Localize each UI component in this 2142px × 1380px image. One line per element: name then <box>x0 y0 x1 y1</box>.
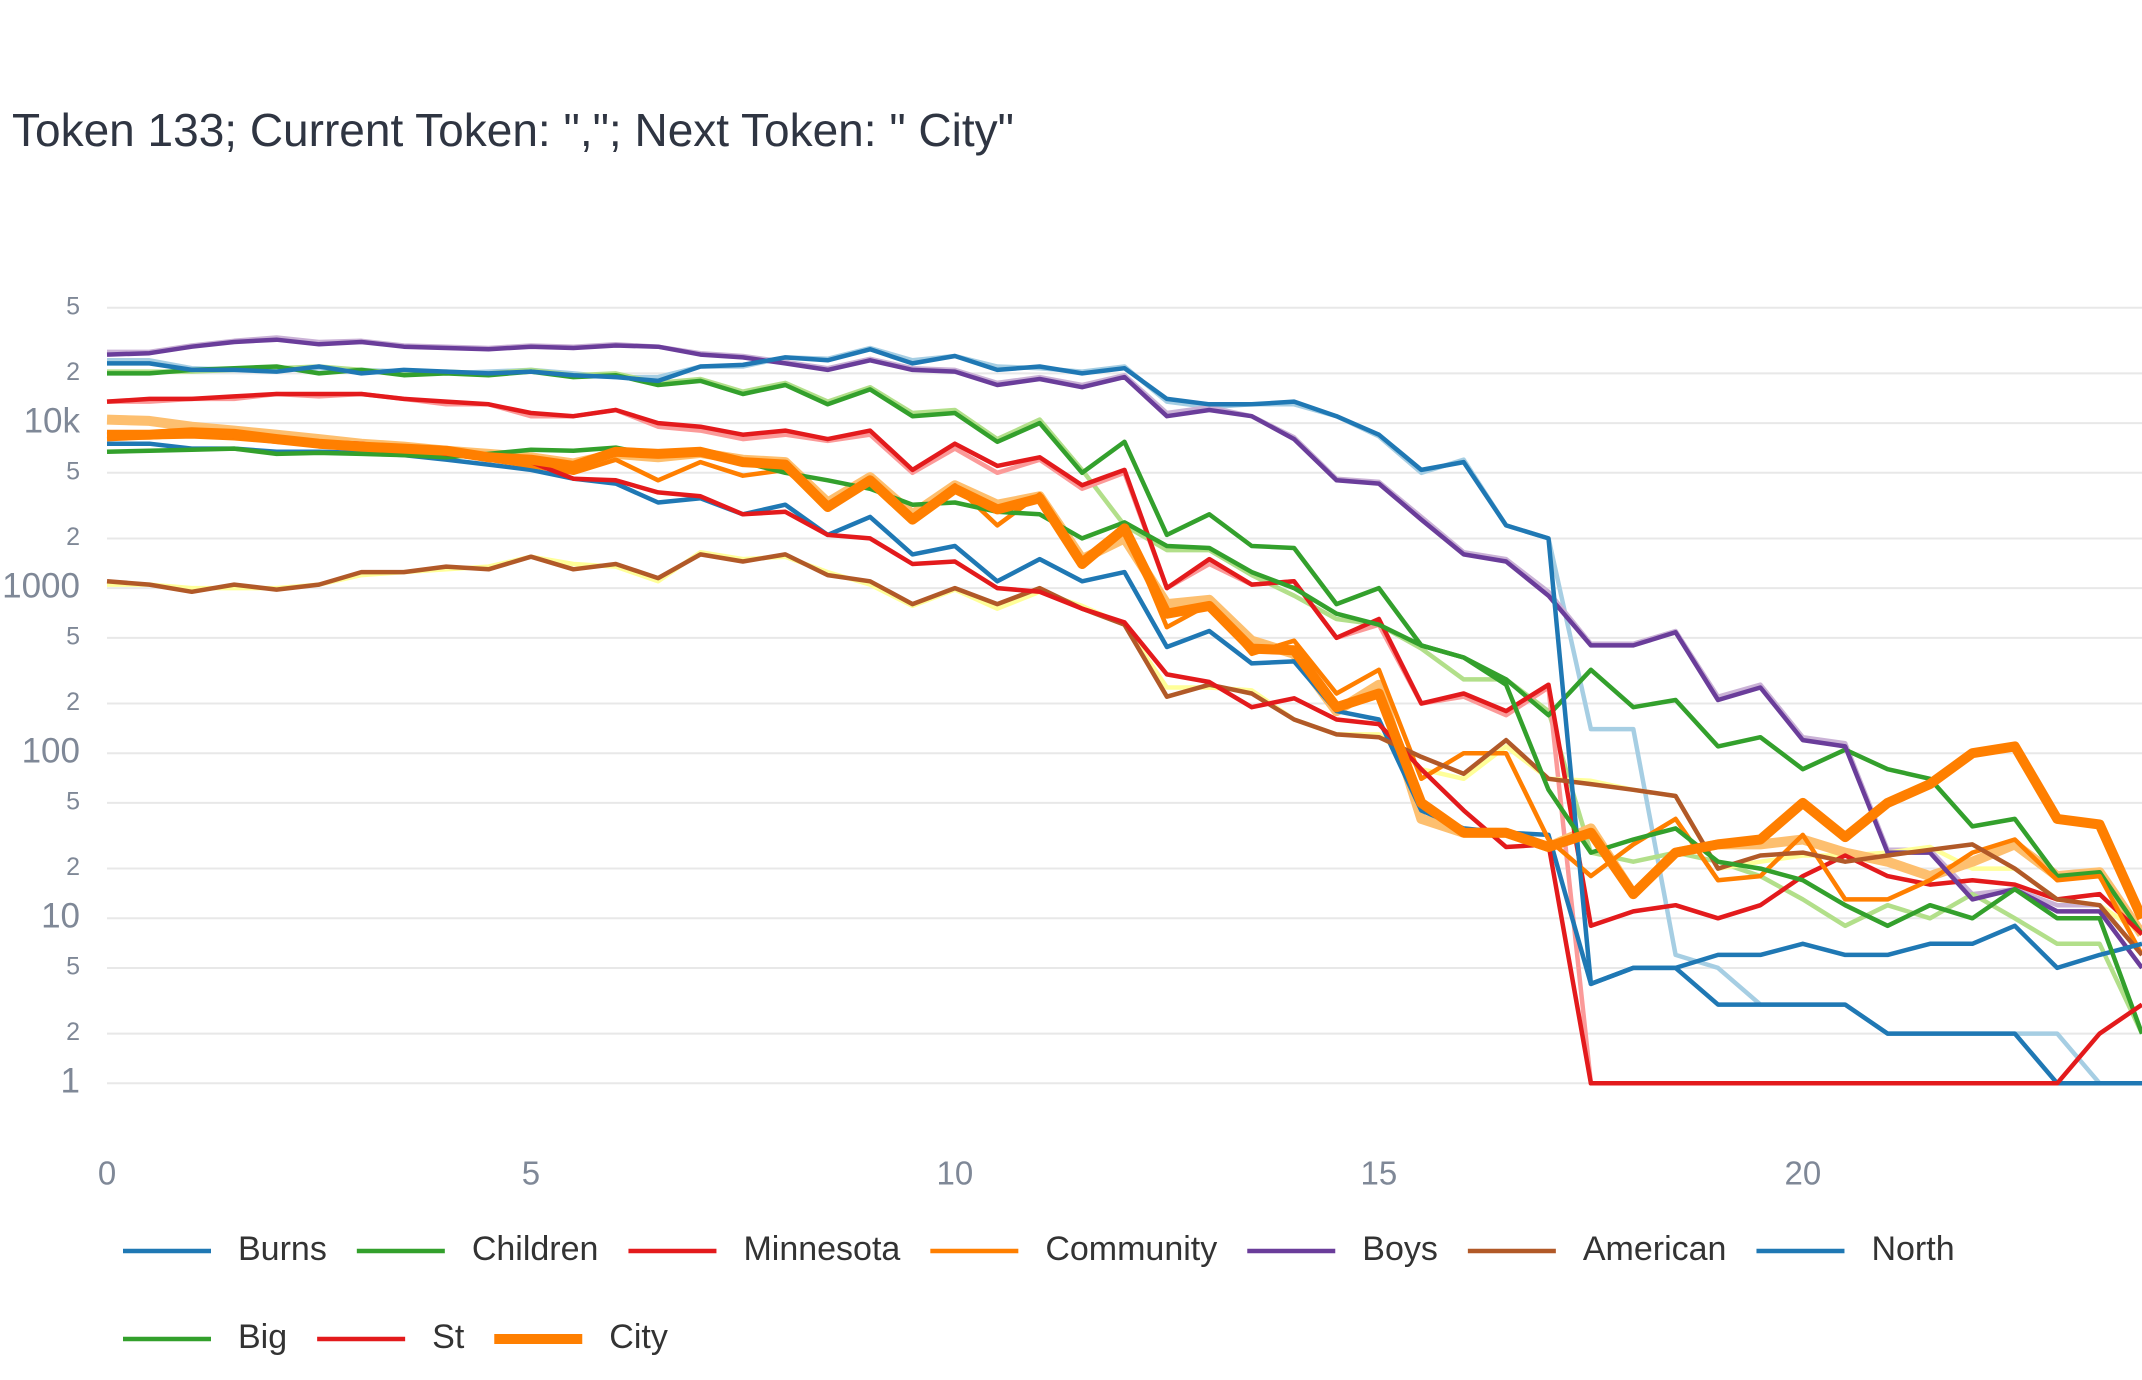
series-line <box>106 337 2142 970</box>
legend-label: Children <box>472 1230 599 1268</box>
legend-label: Community <box>1045 1230 1217 1268</box>
legend-item[interactable]: City <box>494 1318 668 1356</box>
y-tick-label: 2 <box>66 358 80 386</box>
legend-item[interactable]: North <box>1756 1230 1955 1268</box>
legend-item[interactable]: Burns <box>123 1230 327 1268</box>
x-tick-label: 5 <box>522 1155 540 1192</box>
y-tick-label: 1 <box>61 1062 80 1101</box>
legend-item[interactable]: Community <box>930 1230 1217 1268</box>
x-tick-label: 20 <box>1784 1155 1821 1192</box>
series-line <box>107 441 2142 1086</box>
y-tick-label: 100 <box>22 731 80 770</box>
y-tick-label: 5 <box>66 457 80 485</box>
legend-item[interactable]: Boys <box>1247 1230 1438 1268</box>
legend-label: Minnesota <box>743 1230 900 1268</box>
legend-item[interactable]: Big <box>123 1318 287 1356</box>
y-tick-label: 2 <box>66 523 80 551</box>
x-tick-label: 15 <box>1361 1155 1398 1192</box>
series-line <box>106 445 2142 1035</box>
axes: 1 2 5 10 2 5 100 2 5 1000 2 5 10k 2 5 0 5 10 15 20 <box>2 292 1821 1191</box>
legend-label: Boys <box>1362 1230 1438 1268</box>
legend-label: American <box>1583 1230 1727 1268</box>
y-tick-label: 10 <box>41 897 80 936</box>
legend-item[interactable]: Minnesota <box>628 1230 900 1268</box>
y-tick-label: 1000 <box>2 566 80 605</box>
y-tick-label: 2 <box>66 1018 80 1046</box>
y-tick-label: 5 <box>66 953 80 981</box>
legend-label: City <box>609 1318 668 1356</box>
y-tick-label: 5 <box>66 622 80 650</box>
legend-item[interactable]: Children <box>356 1230 599 1268</box>
legend-label: North <box>1871 1230 1954 1268</box>
legend-label: St <box>432 1318 465 1356</box>
series-line <box>106 391 2142 936</box>
lines <box>106 335 2142 1086</box>
y-tick-label: 2 <box>66 853 80 881</box>
x-tick-label: 10 <box>937 1155 974 1192</box>
series-line <box>107 347 2142 987</box>
legend-label: Big <box>238 1318 287 1356</box>
legend-item[interactable]: American <box>1467 1230 1727 1268</box>
y-tick-label: 10k <box>24 401 81 440</box>
legend-item[interactable]: St <box>317 1318 465 1356</box>
x-tick-label: 0 <box>98 1155 116 1192</box>
chart-title: Token 133; Current Token: ","; Next Toke… <box>12 104 1014 156</box>
legend: Burns Children Minnesota Community Boys Ameri… <box>123 1230 1955 1356</box>
legend-label: Burns <box>238 1230 327 1268</box>
y-tick-label: 2 <box>66 688 80 716</box>
y-tick-label: 5 <box>66 292 80 320</box>
y-tick-label: 5 <box>66 787 80 815</box>
series-line <box>107 427 2142 921</box>
